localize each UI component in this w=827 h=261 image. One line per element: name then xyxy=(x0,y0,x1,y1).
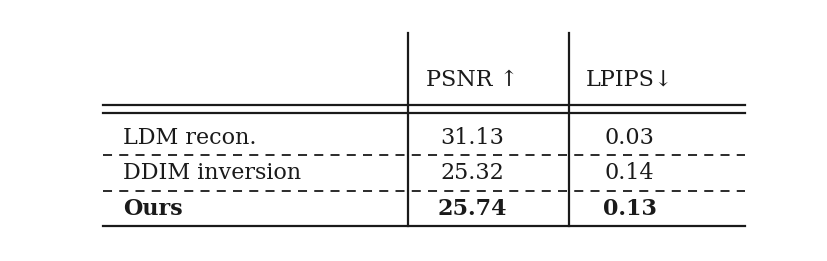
Text: DDIM inversion: DDIM inversion xyxy=(122,162,300,184)
Text: LDM recon.: LDM recon. xyxy=(122,127,256,149)
Text: 25.32: 25.32 xyxy=(440,162,504,184)
Text: Ours: Ours xyxy=(122,198,182,220)
Text: 25.74: 25.74 xyxy=(437,198,507,220)
Text: 0.13: 0.13 xyxy=(602,198,656,220)
Text: PSNR ↑: PSNR ↑ xyxy=(426,69,518,91)
Text: 31.13: 31.13 xyxy=(440,127,504,149)
Text: 0.14: 0.14 xyxy=(605,162,653,184)
Text: LPIPS↓: LPIPS↓ xyxy=(586,69,672,91)
Text: 0.03: 0.03 xyxy=(604,127,654,149)
